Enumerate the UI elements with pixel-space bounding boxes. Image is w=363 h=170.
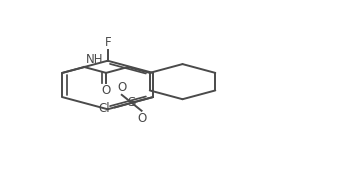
Text: S: S (127, 96, 136, 109)
Text: Cl: Cl (98, 102, 110, 115)
Text: NH: NH (86, 53, 103, 66)
Text: O: O (137, 112, 146, 125)
Text: O: O (117, 81, 126, 94)
Text: O: O (102, 84, 111, 97)
Text: F: F (105, 36, 112, 49)
